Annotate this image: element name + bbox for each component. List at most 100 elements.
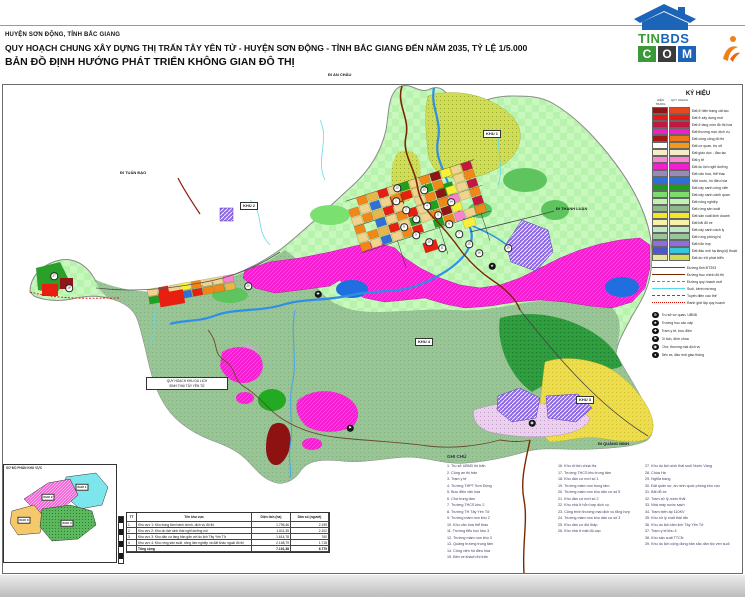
legend-area-label: Đất nông nghiệp	[692, 199, 718, 204]
total-empty	[127, 546, 137, 552]
zone-magenta-s1	[236, 392, 254, 404]
legend-area-label: Đất rừng sản xuất	[692, 206, 721, 211]
legend-area-row: Đất nông nghiệp	[652, 198, 744, 205]
legend-icon-row: ◉ Chợ, thương mại dịch vụ	[652, 343, 744, 351]
cell-name: Khu vực 1: Khu trung tâm hành chính, dịc…	[137, 522, 252, 528]
note-item: 8. Trường TH Tây Yên Tử	[447, 509, 490, 514]
site-callout-line2: SINH THÁI TÂY YÊN TỬ	[169, 383, 205, 388]
legend-line-row: Đường quy hoạch mới	[652, 278, 744, 285]
note-item: 25. Khu dân cư đồi thấp	[558, 522, 598, 527]
swatch-existing	[652, 240, 668, 247]
swatch-planned	[669, 219, 690, 226]
legend-area-row: Đất rừng phòng hộ	[652, 233, 744, 240]
legend-area-row: Đất thương mại, dịch vụ	[652, 128, 744, 135]
note-item: 4. Trường THPT Sơn Động	[447, 483, 492, 488]
note-item: 36. Khu du lịch tâm linh Tây Yên Tử	[645, 522, 704, 527]
line-swatch	[652, 274, 685, 275]
legend-panel: KÝ HIỆU HIỆN TRẠNG QUY HOẠCH Đất ở hiện …	[652, 91, 744, 359]
legend-area-label: Đất văn hóa, thể thao	[692, 171, 726, 176]
lake-east	[605, 277, 639, 297]
legend-line-row: Đường trục chính đô thị	[652, 271, 744, 278]
zone-magenta-w	[220, 347, 263, 384]
roads	[29, 85, 649, 574]
rivers	[149, 87, 509, 479]
legend-symbol-icon: ♦	[652, 351, 659, 359]
swatch-planned	[669, 226, 690, 233]
table-header-name: Tên khu vực	[137, 513, 252, 522]
legend-line-label: Đường quy hoạch mới	[687, 279, 723, 284]
inset-khu-label: KHU 3	[17, 516, 31, 524]
cell-tt: 4	[127, 540, 137, 546]
legend-area-row: Mặt nước, hồ điều hòa	[652, 177, 744, 184]
legend-area-row: Đất hỗn hợp	[652, 240, 744, 247]
note-item: 32. Trạm xử lý nước thải	[645, 496, 686, 501]
logo-block-o: O	[658, 46, 676, 62]
zone-mixed-use	[219, 207, 593, 423]
swatch-existing	[652, 205, 668, 212]
swatch-existing	[652, 212, 668, 219]
agency-name: HUYỆN SƠN ĐỘNG, TỈNH BẮC GIANG	[5, 32, 121, 38]
inset-title: SƠ ĐỒ PHÂN KHU VỰC	[6, 466, 43, 470]
legend-line-row: Đường tỉnh ĐT293	[652, 264, 744, 271]
legend-area-label: Đất đầu mối hạ tầng kỹ thuật	[692, 248, 737, 253]
swatch-planned	[669, 205, 690, 212]
west-lobe-parcels	[36, 262, 73, 296]
logo-block-m: M	[678, 46, 696, 62]
inset-map-shapes	[9, 472, 109, 542]
cell-tt: 2	[127, 528, 137, 534]
note-item: 5. Bưu điện văn hóa	[447, 490, 481, 494]
logo-tin: TIN	[638, 31, 661, 46]
note-item: 20. Trường mầm non khu dân cư số 5	[558, 490, 621, 494]
note-item: 16. Khu di tích chùa Hạ	[558, 464, 597, 468]
inset-khu-label: KHU 4	[60, 519, 74, 527]
note-item: 23. Công trình thương mại dịch vụ tổng h…	[558, 509, 630, 514]
note-item: 30. Đất quân sự, an ninh quốc phòng khu …	[645, 483, 721, 488]
legend-title: KÝ HIỆU	[685, 91, 711, 97]
site-callout: QUY HOẠCH KHU DU LỊCH SINH THÁI TÂY YÊN …	[146, 377, 228, 391]
swatch-existing	[652, 107, 668, 114]
line-swatch	[652, 295, 685, 296]
legend-icon-row: ★ Trường học các cấp	[652, 319, 744, 327]
cell-name: Khu vực 3: Khu dân cư làng bản gắn với d…	[137, 534, 252, 540]
line-swatch	[652, 288, 685, 289]
swatch-existing	[652, 191, 668, 198]
legend-line-row: Ranh giới lập quy hoạch	[652, 299, 744, 306]
legend-area-row: Đất y tế	[652, 156, 744, 163]
note-item: 9. Trường mầm non khu 2	[447, 516, 490, 520]
zone-forest-protect	[499, 314, 622, 392]
note-item: 24. Trường mầm non khu dân cư số 3	[558, 516, 621, 520]
legend-area-row: Đất cây xanh cảnh quan	[652, 191, 744, 198]
legend-area-row: Đất ở hiện trạng cải tạo	[652, 107, 744, 114]
swatch-existing	[652, 163, 668, 170]
inset-khu-label: KHU 1	[75, 483, 89, 491]
note-item: 15. Bến xe khách thị trấn	[447, 555, 488, 559]
legend-area-row: Đất giáo dục - đào tạo	[652, 149, 744, 156]
note-item: 37. Trạm y tế khu 4	[645, 529, 677, 533]
logo-com-blocks: C O M	[638, 46, 696, 62]
note-item: 17. Trường THCS khu trung tâm	[558, 470, 611, 475]
legend-area-label: Mặt nước, hồ điều hòa	[692, 178, 728, 183]
swatch-planned	[669, 135, 690, 142]
legend-area-row: Đất du lịch nghỉ dưỡng	[652, 163, 744, 170]
legend-line-label: Ranh giới lập quy hoạch	[687, 300, 725, 305]
note-item: 27. Khu du lịch sinh thái suối Nước Vàng	[645, 464, 712, 468]
logo-bds: BDS	[660, 31, 690, 46]
swatch-existing	[652, 198, 668, 205]
swatch-planned	[669, 247, 690, 254]
legend-area-label: Đất cây xanh cảnh quan	[692, 192, 730, 197]
swatch-planned	[669, 149, 690, 156]
page-title: BẢN ĐỒ ĐỊNH HƯỚNG PHÁT TRIỂN KHÔNG GIAN …	[5, 56, 295, 68]
swatch-existing	[652, 156, 668, 163]
note-item: 12. Trường mầm non khu 3	[447, 535, 492, 540]
legend-area-label: Đất cơ quan, trụ sở	[692, 143, 723, 148]
legend-symbol-icon: ◉	[652, 343, 659, 351]
inset-khu-label: KHU 2	[41, 493, 55, 501]
legend-area-label: Đất y tế	[692, 157, 705, 162]
house-icon	[634, 4, 696, 30]
legend-line-row: Tuyến điện cao thế	[652, 292, 744, 299]
legend-area-row: Đất cây xanh công viên	[652, 184, 744, 191]
cell-area: 2.168,79	[252, 540, 291, 546]
legend-area-label: Đất cây xanh công viên	[692, 185, 729, 190]
line-swatch	[652, 302, 685, 303]
legend-line-row: Suối, kênh mương	[652, 285, 744, 292]
